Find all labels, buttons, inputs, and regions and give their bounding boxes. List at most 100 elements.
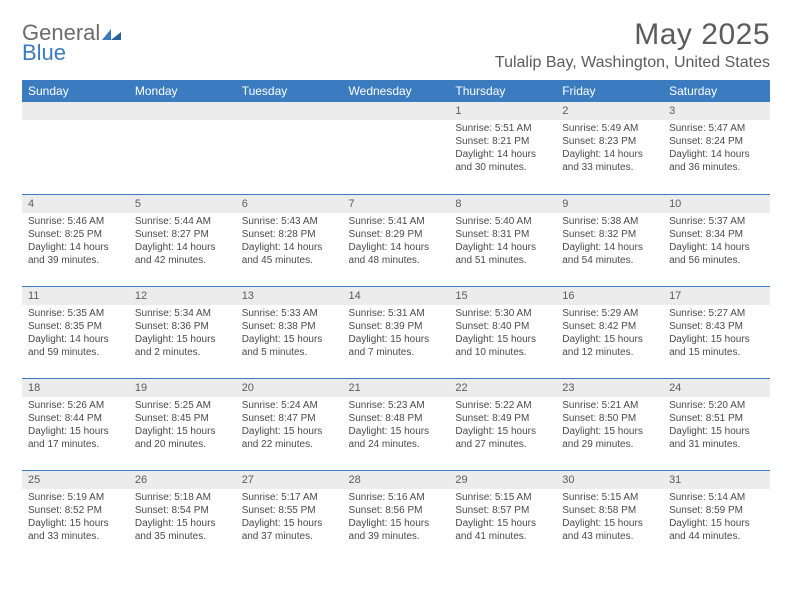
day-number: 17 — [663, 287, 770, 305]
day-cell: 22Sunrise: 5:22 AMSunset: 8:49 PMDayligh… — [449, 378, 556, 470]
day-number: 12 — [129, 287, 236, 305]
day-cell: 6Sunrise: 5:43 AMSunset: 8:28 PMDaylight… — [236, 194, 343, 286]
day-number: 29 — [449, 471, 556, 489]
empty-cell — [22, 102, 129, 194]
day-details: Sunrise: 5:37 AMSunset: 8:34 PMDaylight:… — [663, 213, 770, 271]
day-details: Sunrise: 5:41 AMSunset: 8:29 PMDaylight:… — [343, 213, 450, 271]
day-number: 22 — [449, 379, 556, 397]
day-details: Sunrise: 5:17 AMSunset: 8:55 PMDaylight:… — [236, 489, 343, 547]
day-cell: 10Sunrise: 5:37 AMSunset: 8:34 PMDayligh… — [663, 194, 770, 286]
weekday-header-row: SundayMondayTuesdayWednesdayThursdayFrid… — [22, 80, 770, 102]
day-number: 21 — [343, 379, 450, 397]
calendar-row: 18Sunrise: 5:26 AMSunset: 8:44 PMDayligh… — [22, 378, 770, 470]
day-cell: 31Sunrise: 5:14 AMSunset: 8:59 PMDayligh… — [663, 470, 770, 562]
day-number: 7 — [343, 195, 450, 213]
day-cell: 18Sunrise: 5:26 AMSunset: 8:44 PMDayligh… — [22, 378, 129, 470]
day-details: Sunrise: 5:34 AMSunset: 8:36 PMDaylight:… — [129, 305, 236, 363]
day-number: 28 — [343, 471, 450, 489]
day-cell: 9Sunrise: 5:38 AMSunset: 8:32 PMDaylight… — [556, 194, 663, 286]
weekday-header: Tuesday — [236, 80, 343, 102]
day-number: 1 — [449, 102, 556, 120]
day-cell: 29Sunrise: 5:15 AMSunset: 8:57 PMDayligh… — [449, 470, 556, 562]
day-details: Sunrise: 5:19 AMSunset: 8:52 PMDaylight:… — [22, 489, 129, 547]
day-number: 15 — [449, 287, 556, 305]
day-cell: 23Sunrise: 5:21 AMSunset: 8:50 PMDayligh… — [556, 378, 663, 470]
day-details: Sunrise: 5:27 AMSunset: 8:43 PMDaylight:… — [663, 305, 770, 363]
day-cell: 30Sunrise: 5:15 AMSunset: 8:58 PMDayligh… — [556, 470, 663, 562]
day-details: Sunrise: 5:31 AMSunset: 8:39 PMDaylight:… — [343, 305, 450, 363]
brand-part2: Blue — [22, 44, 122, 62]
day-number: 16 — [556, 287, 663, 305]
day-cell: 2Sunrise: 5:49 AMSunset: 8:23 PMDaylight… — [556, 102, 663, 194]
day-number: 3 — [663, 102, 770, 120]
day-number: 26 — [129, 471, 236, 489]
day-details: Sunrise: 5:35 AMSunset: 8:35 PMDaylight:… — [22, 305, 129, 363]
day-number: 25 — [22, 471, 129, 489]
weekday-header: Friday — [556, 80, 663, 102]
day-cell: 8Sunrise: 5:40 AMSunset: 8:31 PMDaylight… — [449, 194, 556, 286]
day-details: Sunrise: 5:44 AMSunset: 8:27 PMDaylight:… — [129, 213, 236, 271]
day-details: Sunrise: 5:40 AMSunset: 8:31 PMDaylight:… — [449, 213, 556, 271]
day-cell: 11Sunrise: 5:35 AMSunset: 8:35 PMDayligh… — [22, 286, 129, 378]
day-number: 20 — [236, 379, 343, 397]
day-details: Sunrise: 5:29 AMSunset: 8:42 PMDaylight:… — [556, 305, 663, 363]
empty-cell — [129, 102, 236, 194]
day-number: 23 — [556, 379, 663, 397]
day-cell: 12Sunrise: 5:34 AMSunset: 8:36 PMDayligh… — [129, 286, 236, 378]
day-details: Sunrise: 5:33 AMSunset: 8:38 PMDaylight:… — [236, 305, 343, 363]
day-number: 13 — [236, 287, 343, 305]
brand-logo: GeneralBlue — [22, 18, 122, 62]
day-cell: 16Sunrise: 5:29 AMSunset: 8:42 PMDayligh… — [556, 286, 663, 378]
day-cell: 19Sunrise: 5:25 AMSunset: 8:45 PMDayligh… — [129, 378, 236, 470]
day-details: Sunrise: 5:51 AMSunset: 8:21 PMDaylight:… — [449, 120, 556, 178]
day-details: Sunrise: 5:22 AMSunset: 8:49 PMDaylight:… — [449, 397, 556, 455]
day-cell: 27Sunrise: 5:17 AMSunset: 8:55 PMDayligh… — [236, 470, 343, 562]
day-number: 6 — [236, 195, 343, 213]
logo-icon — [102, 27, 122, 46]
day-number: 4 — [22, 195, 129, 213]
day-cell: 20Sunrise: 5:24 AMSunset: 8:47 PMDayligh… — [236, 378, 343, 470]
day-details: Sunrise: 5:49 AMSunset: 8:23 PMDaylight:… — [556, 120, 663, 178]
day-number: 30 — [556, 471, 663, 489]
day-details: Sunrise: 5:23 AMSunset: 8:48 PMDaylight:… — [343, 397, 450, 455]
calendar-row: 4Sunrise: 5:46 AMSunset: 8:25 PMDaylight… — [22, 194, 770, 286]
day-details: Sunrise: 5:24 AMSunset: 8:47 PMDaylight:… — [236, 397, 343, 455]
day-cell: 7Sunrise: 5:41 AMSunset: 8:29 PMDaylight… — [343, 194, 450, 286]
day-cell: 13Sunrise: 5:33 AMSunset: 8:38 PMDayligh… — [236, 286, 343, 378]
empty-cell — [343, 102, 450, 194]
day-cell: 28Sunrise: 5:16 AMSunset: 8:56 PMDayligh… — [343, 470, 450, 562]
day-number: 11 — [22, 287, 129, 305]
day-cell: 14Sunrise: 5:31 AMSunset: 8:39 PMDayligh… — [343, 286, 450, 378]
day-number: 5 — [129, 195, 236, 213]
day-number: 18 — [22, 379, 129, 397]
day-cell: 17Sunrise: 5:27 AMSunset: 8:43 PMDayligh… — [663, 286, 770, 378]
day-details: Sunrise: 5:21 AMSunset: 8:50 PMDaylight:… — [556, 397, 663, 455]
calendar-row: 25Sunrise: 5:19 AMSunset: 8:52 PMDayligh… — [22, 470, 770, 562]
day-number: 27 — [236, 471, 343, 489]
weekday-header: Saturday — [663, 80, 770, 102]
day-number: 24 — [663, 379, 770, 397]
header: GeneralBlue May 2025 Tulalip Bay, Washin… — [22, 18, 770, 72]
day-number: 10 — [663, 195, 770, 213]
day-cell: 15Sunrise: 5:30 AMSunset: 8:40 PMDayligh… — [449, 286, 556, 378]
day-details: Sunrise: 5:47 AMSunset: 8:24 PMDaylight:… — [663, 120, 770, 178]
weekday-header: Thursday — [449, 80, 556, 102]
calendar-row: 11Sunrise: 5:35 AMSunset: 8:35 PMDayligh… — [22, 286, 770, 378]
day-number: 19 — [129, 379, 236, 397]
day-cell: 25Sunrise: 5:19 AMSunset: 8:52 PMDayligh… — [22, 470, 129, 562]
day-details: Sunrise: 5:14 AMSunset: 8:59 PMDaylight:… — [663, 489, 770, 547]
day-details: Sunrise: 5:20 AMSunset: 8:51 PMDaylight:… — [663, 397, 770, 455]
day-details: Sunrise: 5:38 AMSunset: 8:32 PMDaylight:… — [556, 213, 663, 271]
day-cell: 24Sunrise: 5:20 AMSunset: 8:51 PMDayligh… — [663, 378, 770, 470]
month-title: May 2025 — [495, 18, 770, 52]
day-details: Sunrise: 5:15 AMSunset: 8:57 PMDaylight:… — [449, 489, 556, 547]
day-details: Sunrise: 5:25 AMSunset: 8:45 PMDaylight:… — [129, 397, 236, 455]
empty-cell — [236, 102, 343, 194]
day-details: Sunrise: 5:26 AMSunset: 8:44 PMDaylight:… — [22, 397, 129, 455]
day-cell: 26Sunrise: 5:18 AMSunset: 8:54 PMDayligh… — [129, 470, 236, 562]
day-number: 31 — [663, 471, 770, 489]
day-details: Sunrise: 5:18 AMSunset: 8:54 PMDaylight:… — [129, 489, 236, 547]
day-cell: 21Sunrise: 5:23 AMSunset: 8:48 PMDayligh… — [343, 378, 450, 470]
day-details: Sunrise: 5:46 AMSunset: 8:25 PMDaylight:… — [22, 213, 129, 271]
location-text: Tulalip Bay, Washington, United States — [495, 54, 770, 72]
